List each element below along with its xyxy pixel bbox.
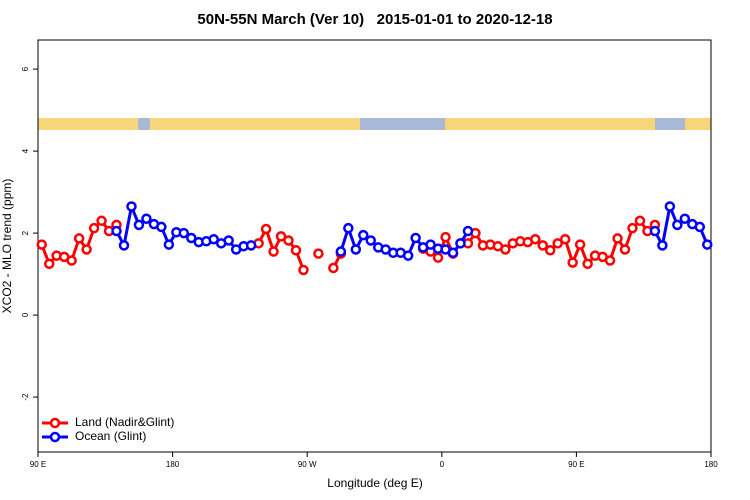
data-point — [559, 233, 571, 245]
data-point — [335, 246, 347, 257]
data-point — [619, 244, 631, 255]
data-point — [81, 244, 92, 255]
data-point — [186, 232, 197, 244]
data-point — [574, 239, 586, 250]
data-point — [36, 239, 47, 250]
data-point — [313, 248, 324, 259]
data-point — [111, 225, 122, 237]
data-point — [462, 225, 474, 237]
data-point — [328, 262, 339, 274]
data-point — [126, 201, 137, 212]
legend-marker — [49, 417, 61, 429]
y-axis-label: XCO2 - MLO trend (ppm) — [0, 179, 14, 314]
land-ocean-strip — [38, 118, 711, 130]
data-point — [298, 264, 309, 276]
data-point — [260, 223, 272, 235]
data-point — [694, 221, 706, 233]
data-point — [163, 239, 175, 250]
data-point — [440, 231, 451, 243]
data-point — [88, 222, 100, 234]
data-point — [657, 240, 668, 251]
data-point — [43, 258, 55, 270]
data-point — [73, 233, 85, 244]
x-tick-label: 180 — [704, 460, 718, 469]
chart-title: 50N-55N March (Ver 10) 2015-01-01 to 202… — [197, 11, 552, 28]
data-point — [582, 258, 593, 270]
data-point — [290, 245, 302, 256]
x-tick-label: 0 — [440, 460, 445, 469]
data-point — [343, 222, 354, 234]
legend-marker — [49, 431, 61, 443]
data-point — [537, 240, 548, 251]
data-point — [66, 255, 77, 266]
data-point — [268, 246, 279, 257]
data-point — [118, 240, 130, 251]
legend-label: Ocean (Glint) — [75, 429, 146, 443]
data-point — [425, 239, 436, 250]
data-point — [664, 201, 676, 212]
y-tick-label: 0 — [21, 312, 30, 317]
data-point — [455, 238, 466, 249]
x-tick-label: 180 — [166, 460, 180, 469]
data-point — [208, 233, 219, 245]
x-tick-label: 90 W — [298, 460, 317, 469]
data-point — [544, 245, 556, 256]
data-point — [604, 255, 616, 266]
x-tick-label: 90 E — [30, 460, 46, 469]
y-tick-label: 2 — [21, 230, 30, 235]
data-point — [350, 244, 362, 255]
data-point — [410, 232, 421, 244]
data-point — [432, 252, 444, 263]
data-point — [283, 235, 294, 246]
data-point — [672, 219, 683, 231]
legend-label: Land (Nadir&Glint) — [75, 415, 174, 429]
y-tick-label: 6 — [21, 66, 30, 71]
data-point — [365, 235, 377, 246]
data-point — [178, 227, 190, 239]
data-point — [275, 231, 287, 242]
data-point — [649, 225, 661, 237]
data-point — [552, 238, 563, 249]
data-point — [96, 215, 107, 227]
data-point — [447, 247, 459, 259]
x-axis-label: Longitude (deg E) — [327, 476, 422, 490]
data-point — [245, 240, 257, 251]
data-point — [133, 219, 145, 231]
data-point — [156, 221, 167, 233]
data-point — [634, 215, 646, 227]
data-point — [612, 233, 623, 244]
data-point — [358, 229, 369, 241]
data-point — [402, 250, 414, 261]
data-point — [702, 239, 713, 250]
data-point — [627, 222, 638, 234]
y-tick-label: 4 — [21, 148, 30, 153]
x-tick-label: 90 E — [568, 460, 584, 469]
y-tick-label: -2 — [21, 393, 30, 401]
data-point — [500, 244, 511, 255]
data-point — [530, 233, 541, 245]
data-point — [141, 213, 152, 224]
data-point — [223, 235, 234, 246]
data-point — [567, 257, 578, 268]
data-point — [679, 213, 691, 224]
